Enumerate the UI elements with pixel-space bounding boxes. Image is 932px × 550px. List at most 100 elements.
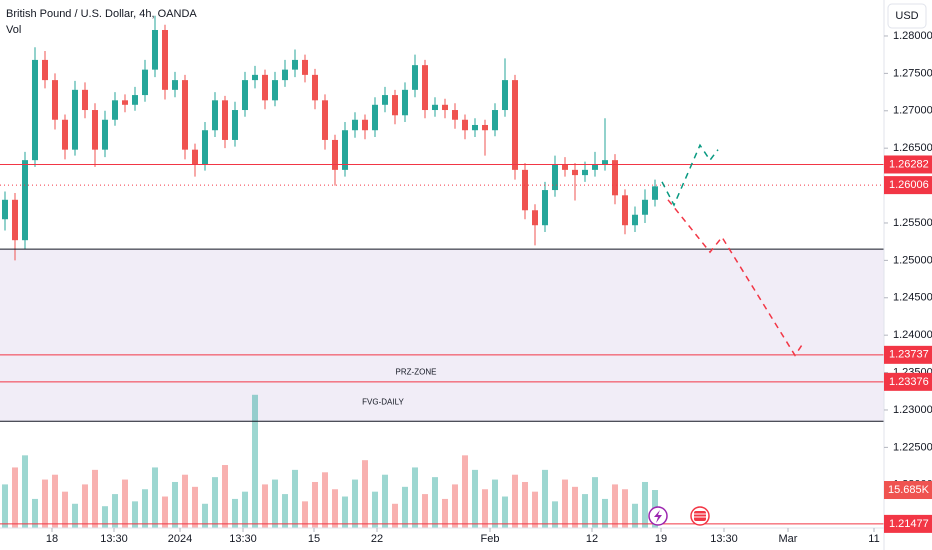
volume-bar	[352, 479, 358, 528]
volume-bar	[102, 506, 108, 528]
annotation: PRZ-ZONE	[396, 368, 437, 377]
candle-body	[122, 100, 128, 105]
candle-body	[232, 110, 238, 140]
volume-bar	[582, 494, 588, 528]
candle-body	[52, 80, 58, 120]
x-tick-label: 11	[868, 533, 879, 545]
price-label-bg	[884, 372, 932, 391]
projection-path	[667, 199, 803, 357]
x-tick-label: 13:30	[100, 533, 128, 545]
candle-body	[362, 119, 368, 131]
axes: 1.280001.275001.270001.265001.260001.255…	[46, 30, 932, 545]
price-label-bg	[884, 345, 932, 364]
volume-bar	[402, 486, 408, 528]
volume-bar	[152, 467, 158, 528]
volume-bar	[112, 494, 118, 528]
candle-body	[652, 186, 658, 200]
currency-label: USD	[895, 10, 918, 22]
x-tick-label: 22	[371, 533, 383, 545]
candle-body	[102, 119, 108, 150]
volume-bar	[82, 484, 88, 528]
y-tick-label: 1.27000	[893, 105, 932, 117]
volume-bar	[232, 498, 238, 528]
candle-body	[112, 100, 118, 120]
chart-title: British Pound / U.S. Dollar, 4h, OANDA	[6, 8, 197, 20]
volume-bar	[162, 496, 168, 528]
volume-bar	[12, 467, 18, 528]
volume-bar	[522, 481, 528, 528]
volume-bar	[142, 489, 148, 528]
candle-body	[322, 100, 328, 140]
candle-body	[2, 199, 8, 220]
candle-body	[12, 199, 18, 241]
candle-body	[612, 160, 618, 196]
candle-body	[482, 124, 488, 131]
candle-body	[162, 29, 168, 90]
candle-body	[192, 149, 198, 165]
volume-bar	[562, 479, 568, 528]
volume-bar	[492, 479, 498, 528]
candle-body	[222, 100, 228, 140]
candle-body	[352, 119, 358, 131]
candle-body	[42, 59, 48, 81]
candle-body	[572, 169, 578, 176]
volume-bar	[592, 477, 598, 528]
volume-bar	[452, 484, 458, 528]
zone	[0, 249, 884, 422]
volume-bar	[192, 486, 198, 528]
volume-bar	[612, 484, 618, 528]
candle-body	[242, 80, 248, 111]
price-label: 1.26282	[889, 158, 929, 170]
y-tick-label: 1.25000	[893, 254, 932, 266]
indicator-label: Vol	[6, 24, 21, 36]
volume-bar	[512, 474, 518, 528]
candle-body	[432, 104, 438, 111]
volume-bar	[252, 394, 258, 528]
volume-bar	[442, 498, 448, 528]
x-tick-label: Feb	[481, 533, 500, 545]
volume-bar	[92, 469, 98, 528]
x-tick-label: Mar	[779, 533, 798, 545]
price-label: 1.26006	[889, 179, 929, 191]
lightning-icon	[654, 510, 662, 523]
volume-bar	[222, 465, 228, 528]
currency-button[interactable]	[887, 3, 927, 29]
candle-body	[132, 95, 138, 105]
volume-bar	[262, 484, 268, 528]
volume-bar	[462, 455, 468, 528]
candle-body	[442, 104, 448, 111]
candle-body	[402, 89, 408, 116]
volume-bar	[362, 460, 368, 528]
volume-bar	[52, 474, 58, 528]
candle-body	[492, 110, 498, 131]
x-tick-label: 13:30	[229, 533, 257, 545]
candle-body	[182, 80, 188, 150]
volume-label: 15.685K	[888, 484, 930, 496]
candle-body	[282, 69, 288, 81]
candle-body	[252, 74, 258, 81]
volume-bar	[212, 477, 218, 528]
candle-body	[522, 169, 528, 211]
candle-body	[342, 130, 348, 170]
candle-body	[302, 59, 308, 75]
y-tick-label: 1.23000	[893, 404, 932, 416]
volume-bar	[382, 474, 388, 528]
x-tick-label: 2024	[168, 533, 192, 545]
volume-bar	[322, 472, 328, 528]
y-tick-label: 1.24500	[893, 292, 932, 304]
volume-bar	[412, 467, 418, 528]
volume-bar	[432, 477, 438, 528]
volume-bar	[302, 501, 308, 528]
annotation: FVG-DAILY	[362, 398, 404, 407]
volume-bar	[622, 489, 628, 528]
candle-body	[562, 164, 568, 170]
y-tick-label: 1.28000	[893, 30, 932, 42]
volume-bar	[422, 494, 428, 528]
candle-body	[332, 139, 338, 170]
candle-body	[502, 80, 508, 111]
volume-bar	[472, 469, 478, 528]
candle-body	[32, 59, 38, 161]
candle-body	[82, 89, 88, 111]
candle-body	[372, 104, 378, 131]
volume-bar	[62, 491, 68, 528]
